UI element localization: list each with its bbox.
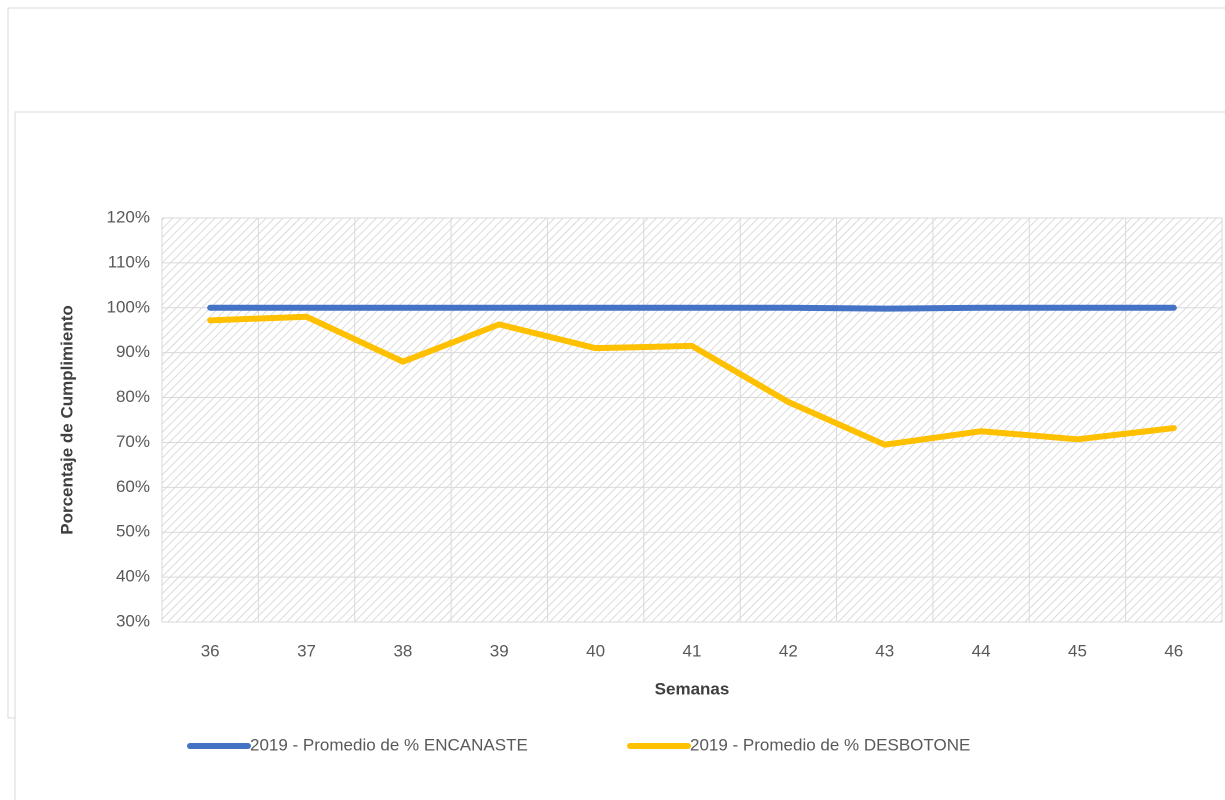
x-tick-label: 42 — [779, 641, 798, 660]
x-tick-label: 41 — [683, 641, 702, 660]
y-tick-label: 60% — [116, 477, 150, 496]
x-tick-label: 46 — [1164, 641, 1183, 660]
x-tick-label: 43 — [875, 641, 894, 660]
x-tick-label: 44 — [972, 641, 991, 660]
series-line — [207, 313, 1177, 448]
x-tick-label: 39 — [490, 641, 509, 660]
series-line — [207, 304, 1177, 312]
y-tick-label: 30% — [116, 611, 150, 630]
y-tick-label: 70% — [116, 432, 150, 451]
x-tick-label: 40 — [586, 641, 605, 660]
x-tick-label: 36 — [201, 641, 220, 660]
x-tick-label: 38 — [393, 641, 412, 660]
x-axis-label: Semanas — [655, 679, 730, 698]
x-tick-label: 37 — [297, 641, 316, 660]
y-tick-label: 110% — [108, 252, 150, 271]
legend-label: 2019 - Promedio de % ENCANASTE — [250, 735, 528, 754]
x-tick-label: 45 — [1068, 641, 1087, 660]
y-tick-label: 90% — [116, 342, 150, 361]
y-tick-label: 100% — [107, 297, 150, 316]
y-axis-label: Porcentaje de Cumplimiento — [57, 305, 76, 535]
y-tick-label: 80% — [116, 387, 150, 406]
legend-label: 2019 - Promedio de % DESBOTONE — [690, 735, 970, 754]
plot-area — [162, 218, 1222, 622]
y-tick-label: 40% — [116, 567, 150, 586]
y-tick-label: 120% — [107, 207, 150, 226]
y-tick-label: 50% — [116, 522, 150, 541]
